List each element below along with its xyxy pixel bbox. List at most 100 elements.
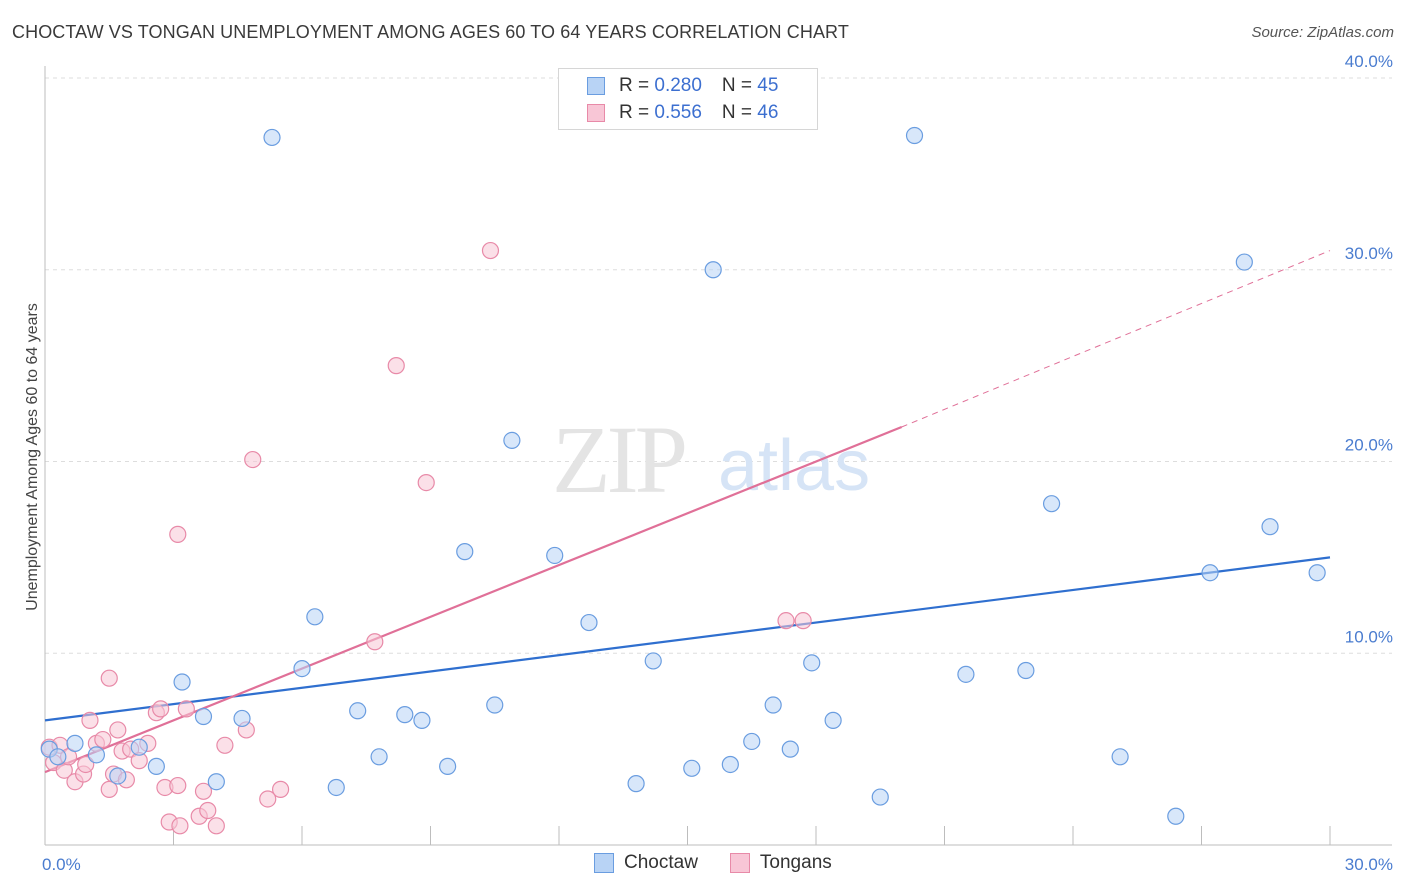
point-tongans: [387, 357, 405, 375]
legend-row-choctaw: R = 0.280 N = 45: [587, 74, 778, 98]
point-choctaw: [456, 543, 474, 561]
point-tongans: [169, 776, 187, 795]
legend-swatch-tongans: [587, 104, 605, 122]
x-tick-label: 30.0%: [1345, 855, 1393, 874]
watermark: ZIP atlas: [552, 406, 870, 513]
point-choctaw: [683, 759, 701, 777]
watermark-zip: ZIP: [552, 406, 685, 513]
point-choctaw: [194, 707, 213, 726]
bottom-legend: Choctaw Tongans: [594, 852, 864, 874]
point-choctaw: [1308, 564, 1326, 582]
axes: [44, 66, 1392, 846]
trend-line-tongans: [44, 425, 903, 774]
point-tongans: [216, 736, 234, 754]
point-choctaw: [1201, 564, 1219, 582]
point-choctaw: [173, 673, 191, 691]
legend-r-label: R =: [619, 75, 655, 96]
point-choctaw: [147, 757, 165, 775]
trend-line-choctaw: [44, 556, 1331, 722]
bottom-legend-tongans: Tongans: [729, 852, 832, 874]
point-choctaw: [824, 711, 842, 729]
point-tongans: [777, 612, 795, 630]
point-choctaw: [439, 757, 457, 775]
point-tongans: [100, 669, 118, 687]
point-choctaw: [1042, 495, 1061, 513]
tick-labels: 10.0% 20.0% 30.0% 40.0% 0.0% 30.0%: [42, 52, 1393, 874]
legend-r-value: 0.556: [654, 102, 702, 123]
point-tongans: [81, 711, 99, 729]
point-tongans: [177, 700, 195, 718]
legend-r-label: R =: [619, 102, 655, 123]
legend-r-value: 0.280: [654, 75, 702, 96]
point-tongans: [109, 721, 127, 739]
legend-row-tongans: R = 0.556 N = 46: [587, 101, 778, 125]
point-choctaw: [1167, 807, 1185, 825]
point-choctaw: [293, 659, 311, 678]
trend-lines: [44, 250, 1331, 774]
point-choctaw: [233, 709, 251, 728]
point-tongans: [417, 473, 435, 492]
point-choctaw: [109, 767, 127, 785]
point-choctaw: [1261, 518, 1279, 536]
legend-n-label: N =: [721, 102, 758, 123]
point-tongans: [207, 817, 225, 835]
point-choctaw: [413, 711, 431, 729]
point-tongans: [152, 700, 170, 718]
point-choctaw: [327, 778, 345, 797]
point-tongans: [171, 817, 189, 835]
point-choctaw: [306, 608, 324, 626]
point-choctaw: [721, 755, 739, 774]
legend: R = 0.280 N = 45 R = 0.556 N = 46: [558, 68, 818, 130]
bottom-legend-label-choctaw: Choctaw: [624, 852, 698, 873]
point-tongans: [94, 730, 112, 749]
gridlines: [45, 77, 1392, 654]
point-choctaw: [207, 773, 225, 791]
bottom-legend-label-tongans: Tongans: [759, 852, 832, 873]
point-tongans: [259, 790, 277, 808]
x-tick-label: 0.0%: [42, 855, 81, 874]
point-choctaw: [627, 775, 645, 793]
point-choctaw: [957, 665, 975, 683]
y-tick-label: 40.0%: [1345, 52, 1393, 71]
chart-title: CHOCTAW VS TONGAN UNEMPLOYMENT AMONG AGE…: [12, 22, 849, 42]
point-choctaw: [580, 613, 598, 632]
point-choctaw: [1235, 253, 1253, 271]
point-tongans: [199, 801, 217, 820]
point-tongans: [244, 450, 262, 469]
trend-line-tongans-extension: [901, 250, 1331, 428]
point-choctaw: [743, 732, 761, 751]
point-choctaw: [263, 128, 281, 147]
legend-n-value: 46: [757, 102, 779, 123]
point-choctaw: [486, 696, 504, 714]
legend-swatch-choctaw: [587, 77, 605, 95]
bottom-legend-swatch-choctaw: [594, 853, 614, 873]
y-tick-label: 30.0%: [1345, 244, 1393, 263]
bottom-legend-choctaw: Choctaw: [594, 852, 698, 874]
point-choctaw: [66, 734, 84, 752]
point-choctaw: [370, 748, 388, 766]
point-choctaw: [546, 546, 564, 565]
point-choctaw: [349, 702, 367, 720]
point-choctaw: [905, 126, 924, 145]
point-choctaw: [130, 738, 148, 756]
point-choctaw: [781, 740, 799, 758]
point-choctaw: [704, 261, 722, 279]
point-choctaw: [49, 748, 67, 766]
point-tongans: [194, 782, 213, 800]
y-tick-label: 20.0%: [1345, 436, 1393, 455]
watermark-atlas: atlas: [718, 426, 870, 506]
point-choctaw: [503, 431, 521, 450]
point-choctaw: [87, 746, 106, 764]
point-choctaw: [803, 654, 821, 672]
y-axis-label: Unemployment Among Ages 60 to 64 years: [24, 303, 41, 611]
point-choctaw: [1017, 661, 1035, 680]
point-choctaw: [1111, 748, 1129, 766]
point-tongans: [77, 755, 95, 774]
point-tongans: [794, 612, 812, 630]
point-tongans: [169, 525, 187, 543]
bottom-legend-swatch-tongans: [729, 853, 750, 873]
point-tongans: [481, 241, 500, 260]
point-choctaw: [764, 696, 782, 714]
point-choctaw: [644, 652, 662, 670]
